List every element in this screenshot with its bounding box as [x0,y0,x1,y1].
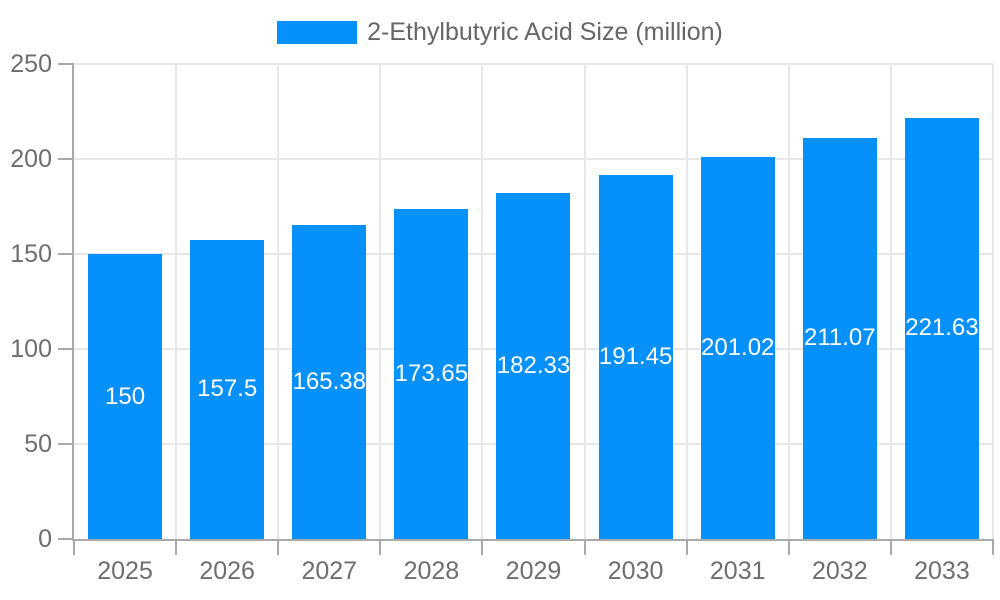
y-gridline [74,63,993,65]
x-axis-line [72,539,993,541]
bar-value-label: 165.38 [292,367,366,395]
y-axis-tick [58,538,74,540]
x-axis-tick [277,539,280,555]
x-gridline [481,64,484,539]
x-tick-label: 2033 [914,557,970,585]
y-tick-label: 0 [38,525,52,553]
x-tick-label: 2030 [607,557,664,585]
y-tick-label: 200 [10,145,52,173]
bar-value-label: 182.33 [496,351,571,379]
x-axis-tick [379,539,382,555]
bar-2030[interactable] [598,175,673,539]
y-tick-label: 100 [10,335,52,363]
x-tick-label: 2027 [301,557,358,585]
bar-value-label: 191.45 [598,343,673,371]
x-tick-label: 2032 [812,557,868,585]
y-axis-line [72,64,74,541]
legend-label[interactable]: 2-Ethylbutyric Acid Size (million) [367,17,723,46]
bar-2026[interactable] [190,239,265,539]
bar-value-label: 173.65 [394,360,469,388]
y-gridline [74,158,993,160]
x-gridline [277,64,280,539]
bar-2027[interactable] [292,224,367,539]
legend-swatch[interactable] [277,20,358,44]
x-gridline [379,64,382,539]
x-axis-tick [583,539,586,555]
x-gridline [889,64,892,539]
bar-value-label: 150 [105,382,146,410]
x-gridline [685,64,688,539]
x-axis-tick [73,539,75,555]
bar-2025[interactable] [88,254,163,539]
x-tick-label: 2026 [199,557,255,585]
y-axis-tick [58,158,74,160]
x-axis-tick [787,539,790,555]
bar-2032[interactable] [802,137,877,539]
y-tick-label: 150 [10,240,52,268]
x-tick-label: 2025 [97,557,153,585]
x-gridline [787,64,790,539]
x-axis-tick [991,539,994,555]
bar-2029[interactable] [496,192,571,539]
x-gridline [583,64,586,539]
bar-value-label: 157.5 [197,375,258,403]
bar-2031[interactable] [700,157,775,539]
x-axis-tick [889,539,892,555]
y-tick-label: 50 [24,430,52,458]
bar-value-label: 201.02 [701,334,775,362]
x-gridline [991,64,994,539]
x-gridline [175,64,178,539]
y-axis-tick [58,253,74,255]
bar-value-label: 221.63 [905,314,979,342]
y-tick-label: 250 [10,50,52,78]
y-axis-tick [58,348,74,350]
y-axis-tick [58,443,74,445]
x-axis-tick [175,539,178,555]
x-tick-label: 2031 [709,557,766,585]
bar-value-label: 211.07 [804,324,876,352]
x-axis-tick [685,539,688,555]
y-axis-tick [58,63,74,65]
bar-2033[interactable] [904,117,979,539]
x-axis-tick [481,539,484,555]
x-tick-label: 2029 [505,557,562,585]
x-tick-label: 2028 [403,557,460,585]
bar-2028[interactable] [394,209,469,539]
legend: 2-Ethylbutyric Acid Size (million) [0,18,1000,46]
